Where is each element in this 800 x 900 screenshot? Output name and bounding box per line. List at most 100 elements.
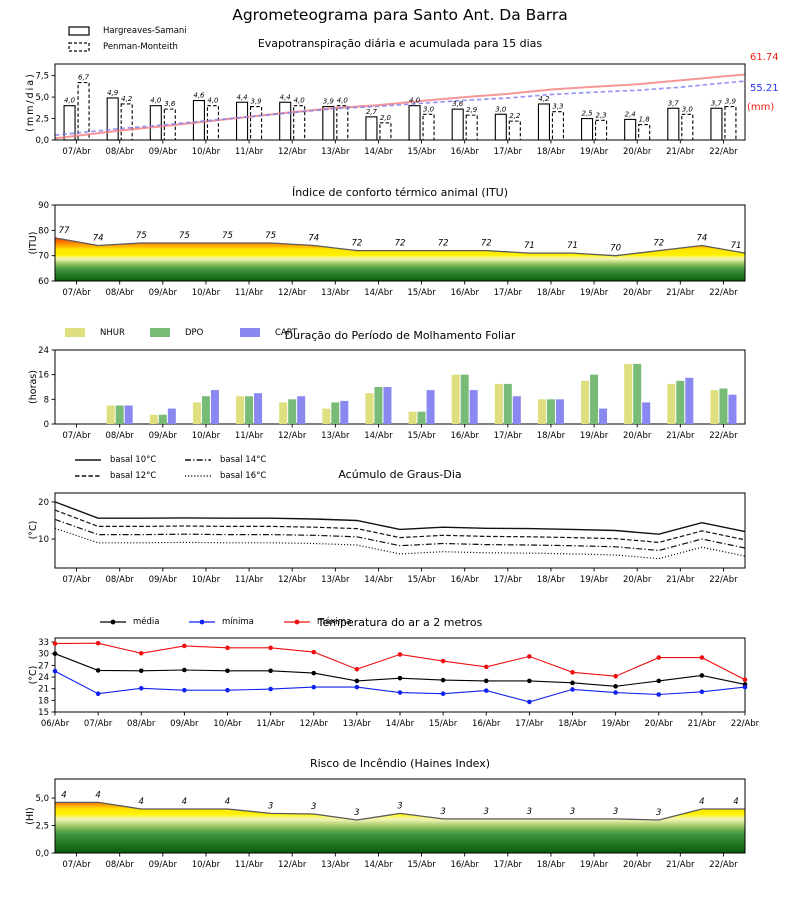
- svg-text:14/Abr: 14/Abr: [386, 719, 415, 729]
- svg-text:3: 3: [354, 808, 359, 818]
- svg-text:3,3: 3,3: [552, 103, 563, 111]
- svg-text:10/Abr: 10/Abr: [192, 147, 221, 157]
- axes: 07/Abr 08/Abr 09/Abr 10/Abr 11/Abr 12/Abr 13/A…: [35, 63, 746, 157]
- svg-text:3: 3: [613, 807, 618, 817]
- legend-basal-14-label: basal 14°C: [220, 455, 267, 465]
- svg-text:3,9: 3,9: [250, 98, 262, 106]
- svg-text:33: 33: [38, 638, 49, 648]
- point-labels: 77 74 75 75 75 75 74 72 72 72 72 71 71 70 72 74 71: [59, 226, 742, 254]
- svg-text:20: 20: [38, 498, 49, 508]
- svg-text:13/Abr: 13/Abr: [321, 575, 350, 585]
- svg-text:4,0: 4,0: [64, 97, 76, 105]
- svg-text:17/Abr: 17/Abr: [494, 575, 523, 585]
- svg-text:17/Abr: 17/Abr: [515, 719, 544, 729]
- svg-text:3,7: 3,7: [711, 99, 723, 107]
- svg-text:09/Abr: 09/Abr: [149, 147, 178, 157]
- temperatura-plot: 06/Abr 07/Abr 08/Abr 09/Abr 10/Abr 11/Abr 12/A…: [38, 637, 760, 729]
- svg-text:19/Abr: 19/Abr: [580, 431, 609, 441]
- svg-text:2,5: 2,5: [35, 822, 49, 832]
- svg-text:3: 3: [570, 807, 575, 817]
- svg-text:16/Abr: 16/Abr: [472, 719, 501, 729]
- main-title: Agrometeograma para Santo Ant. Da Barra: [232, 6, 568, 24]
- svg-text:22/Abr: 22/Abr: [709, 147, 738, 157]
- svg-text:6,7: 6,7: [78, 74, 90, 82]
- svg-text:19/Abr: 19/Abr: [580, 860, 609, 870]
- svg-text:22/Abr: 22/Abr: [731, 719, 760, 729]
- svg-text:21/Abr: 21/Abr: [666, 575, 695, 585]
- svg-text:21/Abr: 21/Abr: [666, 288, 695, 298]
- legend-minima-label: mínima: [222, 617, 254, 627]
- legend-basal-10-label: basal 10°C: [110, 455, 157, 465]
- legend-basal-16-swatch: [185, 475, 211, 477]
- svg-text:2,5: 2,5: [35, 115, 49, 125]
- legend-hargreaves-label: Hargreaves-Samani: [103, 26, 187, 36]
- molhamento-ylabel: (horas): [28, 370, 39, 404]
- svg-text:3: 3: [268, 801, 273, 811]
- svg-text:16: 16: [38, 371, 49, 381]
- legend-dpo: DPO: [150, 327, 203, 339]
- svg-text:0,0: 0,0: [35, 849, 49, 859]
- legend-hargreaves-swatch: [68, 26, 90, 36]
- evapo-title: Evapotranspiração diária e acumulada par…: [257, 37, 543, 50]
- svg-text:71: 71: [731, 241, 742, 251]
- line-solid: [54, 501, 746, 535]
- svg-text:12/Abr: 12/Abr: [300, 719, 329, 729]
- svg-text:12/Abr: 12/Abr: [278, 575, 307, 585]
- svg-text:4,9: 4,9: [107, 89, 119, 97]
- svg-text:2,3: 2,3: [595, 111, 606, 119]
- svg-text:09/Abr: 09/Abr: [170, 719, 199, 729]
- svg-text:10/Abr: 10/Abr: [192, 288, 221, 298]
- svg-text:2,2: 2,2: [509, 112, 521, 120]
- legend-minima-swatch: [189, 619, 215, 625]
- svg-text:15/Abr: 15/Abr: [407, 431, 436, 441]
- legend-maxima-swatch: [284, 619, 310, 625]
- svg-text:24: 24: [38, 673, 49, 683]
- legend-penman-swatch: [68, 42, 90, 52]
- svg-text:16/Abr: 16/Abr: [450, 147, 479, 157]
- svg-text:74: 74: [93, 234, 104, 244]
- svg-text:2,7: 2,7: [366, 108, 378, 116]
- svg-text:20/Abr: 20/Abr: [623, 147, 652, 157]
- svg-text:09/Abr: 09/Abr: [149, 860, 178, 870]
- bars-nhur: [106, 363, 719, 424]
- accum-line-hargreaves: [54, 73, 746, 140]
- svg-text:80: 80: [38, 226, 49, 236]
- svg-text:12/Abr: 12/Abr: [278, 431, 307, 441]
- svg-text:20/Abr: 20/Abr: [645, 719, 674, 729]
- graus-dia-plot: 07/Abr 08/Abr 09/Abr 10/Abr 11/Abr 12/Abr 13/A…: [38, 492, 746, 585]
- svg-text:4: 4: [139, 797, 144, 807]
- svg-text:70: 70: [610, 244, 621, 254]
- legend-hargreaves: Hargreaves-Samani: [68, 25, 187, 37]
- itu-title: Índice de conforto térmico animal (ITU): [291, 186, 509, 199]
- svg-text:15/Abr: 15/Abr: [407, 575, 436, 585]
- svg-text:07/Abr: 07/Abr: [62, 860, 91, 870]
- molhamento-title: Duração do Período de Molhamento Foliar: [284, 329, 516, 342]
- svg-text:16/Abr: 16/Abr: [450, 575, 479, 585]
- svg-text:07/Abr: 07/Abr: [62, 575, 91, 585]
- et-bar-labels: 4,04,94,04,6 4,4 4,43,92,74,0 3,63,04,22,5 2…: [64, 74, 737, 124]
- svg-text:0,0: 0,0: [35, 136, 49, 146]
- svg-text:15/Abr: 15/Abr: [407, 860, 436, 870]
- svg-text:14/Abr: 14/Abr: [364, 288, 393, 298]
- svg-text:11/Abr: 11/Abr: [235, 288, 264, 298]
- svg-text:12/Abr: 12/Abr: [278, 288, 307, 298]
- svg-text:07/Abr: 07/Abr: [62, 431, 91, 441]
- svg-text:14/Abr: 14/Abr: [364, 860, 393, 870]
- svg-text:18/Abr: 18/Abr: [537, 288, 566, 298]
- svg-text:70: 70: [38, 252, 49, 262]
- legend-dpo-swatch: [150, 328, 170, 337]
- svg-text:21/Abr: 21/Abr: [666, 147, 695, 157]
- svg-text:14/Abr: 14/Abr: [364, 147, 393, 157]
- svg-text:3: 3: [397, 801, 402, 811]
- svg-text:75: 75: [222, 231, 233, 241]
- svg-text:4,6: 4,6: [193, 92, 205, 100]
- svg-text:13/Abr: 13/Abr: [321, 431, 350, 441]
- itu-plot: 07/Abr 08/Abr 09/Abr 10/Abr 11/Abr 12/Abr 13/A…: [38, 201, 746, 298]
- svg-text:11/Abr: 11/Abr: [235, 147, 264, 157]
- area-top-line: [55, 801, 745, 821]
- temperatura-title: Temperatura do ar a 2 metros: [317, 616, 483, 629]
- svg-text:10/Abr: 10/Abr: [213, 719, 242, 729]
- svg-text:08/Abr: 08/Abr: [105, 575, 134, 585]
- svg-text:2,4: 2,4: [625, 110, 636, 118]
